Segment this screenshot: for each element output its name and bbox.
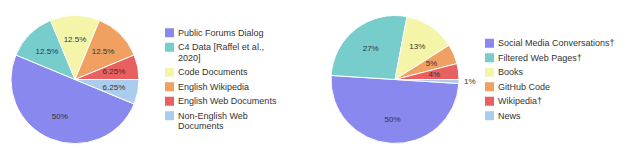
legend-label-line: English Web Documents [178,96,277,106]
legend-swatch [165,43,174,52]
legend-label-line: English Wikipedia [178,82,249,92]
slices [11,16,139,144]
legend-label: GitHub Code [498,82,550,92]
legend-swatch [485,39,494,48]
legend-item: English Web Documents [165,96,277,106]
pie: 50% 27% 13%5% 4% 1% [331,16,476,144]
legend-label-line: News [498,111,521,121]
pie-slice [75,55,139,79]
legend-item: English Wikipedia [165,82,249,92]
legend-label-line: Books [498,67,524,77]
legend-swatch [165,97,174,106]
legend-label: Books [498,67,524,77]
legend-swatch [485,97,494,106]
pie-slice [331,75,459,143]
legend-swatch [165,28,174,37]
data-label: 1% [464,77,476,86]
legend-item: Social Media Conversations† [485,38,615,48]
pie-slice [395,80,459,84]
legend-label-line: Non-English Web [178,111,248,121]
legend-item: Public Forums Dialog [165,28,264,38]
slices [331,16,459,144]
legend-label: C4 Data [Raffel et al.,2020] [178,42,264,63]
legend-item: Non-English WebDocuments [165,111,248,132]
data-label: 12.5% [64,35,87,44]
data-label: 6.25% [103,83,126,92]
data-label: 27% [363,44,379,53]
legend-label-line: Documents [178,121,224,131]
legend-swatch [165,68,174,77]
legend-item: News [485,111,521,121]
legend-item: C4 Data [Raffel et al.,2020] [165,42,264,63]
legend-label-line: Social Media Conversations† [498,38,615,48]
legend-swatch [485,68,494,77]
legend-label: Wikipedia† [498,96,542,106]
legend-swatch [485,82,494,91]
legend-label: Non-English WebDocuments [178,111,248,132]
data-label: 12.5% [36,47,59,56]
pie-slice [331,16,407,80]
legend-label-line: Public Forums Dialog [178,28,264,38]
legend-label: Code Documents [178,67,248,77]
legend-label-line: Code Documents [178,67,248,77]
legend-label: English Web Documents [178,96,277,106]
legend-label: English Wikipedia [178,82,249,92]
legend-label: News [498,111,521,121]
legend-item: Wikipedia† [485,96,542,106]
data-label: 13% [409,42,425,51]
legend-swatch [485,111,494,120]
legend-swatch [165,82,174,91]
legend-swatch [165,111,174,120]
data-label: 12.5% [92,47,115,56]
chart-root: 50% 12.5% 12.5% 12.5% 6.25% 6.25% Public Forum… [0,0,640,159]
legend-label: Filtered Web Pages† [498,53,582,63]
legend-item: GitHub Code [485,82,550,92]
data-label: 6.25% [103,67,126,76]
pie-slice [75,80,139,104]
pie: 50% 12.5% 12.5% 12.5% 6.25% 6.25% [11,16,139,144]
legend-label-line: GitHub Code [498,82,550,92]
legend-label-line: C4 Data [Raffel et al., [178,42,264,52]
data-label: 50% [52,112,68,121]
legend-label: Social Media Conversations† [498,38,615,48]
legend-swatch [485,53,494,62]
legend: Public Forums Dialog C4 Data [Raffel et a… [165,28,277,132]
data-labels: 50% 27% 13%5% 4% 1% [363,42,476,123]
data-label: 50% [385,115,401,124]
legend-item: Books [485,67,524,77]
data-label: 4% [429,70,441,79]
data-labels: 50% 12.5% 12.5% 12.5% 6.25% 6.25% [36,35,126,120]
legend-label-line: Wikipedia† [498,96,542,106]
legend-label: Public Forums Dialog [178,28,264,38]
data-label: 5% [426,59,438,68]
legend: Social Media Conversations† Filtered Web … [485,38,615,121]
pie-slice [75,20,134,79]
legend-label-line: Filtered Web Pages† [498,53,582,63]
legend-item: Filtered Web Pages† [485,53,582,63]
legend-item: Code Documents [165,67,248,77]
legend-label-line: 2020] [178,53,201,63]
